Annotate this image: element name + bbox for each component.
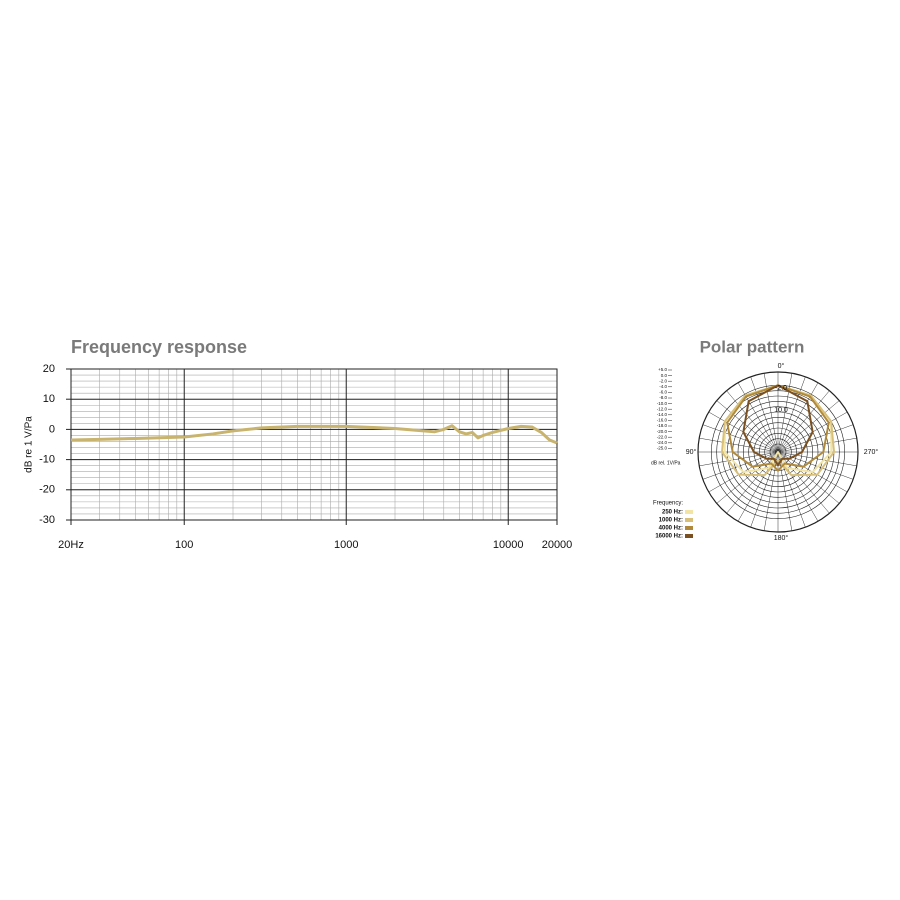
ring-annotation: -2.0 (775, 385, 787, 392)
grid-ring (737, 411, 819, 493)
r-tick-label: -4.0 (659, 384, 667, 389)
legend-label: 1000 Hz: (659, 518, 683, 524)
x-tick-label: 100 (175, 539, 193, 551)
r-tick-label: -12.0 (657, 406, 668, 411)
x-tick-label: 1000 (334, 539, 358, 551)
chart-title: Frequency response (71, 337, 247, 357)
x-tick-label: 20000 (542, 539, 573, 551)
plot-frame (70, 368, 558, 521)
r-tick-label: -2.0 (659, 378, 667, 383)
legend-label: 4000 Hz: (659, 526, 683, 532)
legend-swatch (685, 534, 693, 538)
r-tick-label: -10.0 (657, 401, 668, 406)
x-tick-label: 20Hz (58, 539, 84, 551)
r-tick-label: -16.0 (657, 418, 668, 423)
r-tick-label: -18.0 (657, 423, 668, 428)
angle-label: 180° (774, 534, 789, 542)
y-axis-label: dB re 1 V/Pa (24, 416, 35, 473)
angle-label: 270° (864, 448, 879, 456)
ring-annotation: 10.0 (774, 407, 788, 414)
y-tick-label: -30 (39, 514, 55, 526)
legend-label: 16000 Hz: (655, 534, 683, 540)
x-tick-label: 10000 (493, 539, 524, 551)
r-tick-label: -22.0 (657, 434, 668, 439)
legend-title: Frequency: (653, 501, 683, 507)
grid-ring (743, 417, 813, 487)
legend-swatch (685, 510, 693, 514)
grid-ring (748, 422, 808, 482)
r-tick-label: +5.0 (658, 367, 667, 372)
y-tick-label: 0 (49, 423, 55, 435)
legend-label: 250 Hz: (662, 510, 683, 516)
grid-ring (716, 390, 840, 514)
r-tick-label: -25.0 (657, 446, 668, 451)
legend-swatch (685, 518, 693, 522)
response-line (70, 424, 558, 445)
y-tick-label: 20 (43, 363, 55, 375)
r-tick-label: -8.0 (659, 395, 667, 400)
y-tick-label: -20 (39, 484, 55, 496)
angle-label: 0° (778, 362, 785, 370)
grid-ring (727, 401, 829, 503)
polar-curve (726, 384, 830, 472)
legend-swatch (685, 526, 693, 530)
r-tick-label: -24.0 (657, 440, 668, 445)
grid-ring (775, 449, 781, 455)
r-tick-label: 0.0 (661, 373, 668, 378)
y-tick-label: -10 (39, 454, 55, 466)
polar-curve (721, 384, 835, 477)
angle-label: 90° (686, 448, 697, 456)
r-axis-label: dB rel. 1V/Pa (651, 460, 681, 466)
r-tick-label: -20.0 (657, 429, 668, 434)
y-tick-label: 10 (43, 393, 55, 405)
grid-ring (697, 371, 859, 533)
r-tick-label: -6.0 (659, 390, 667, 395)
chart-title: Polar pattern (700, 337, 805, 356)
r-tick-label: -14.0 (657, 412, 668, 417)
polar-curve (742, 384, 814, 467)
